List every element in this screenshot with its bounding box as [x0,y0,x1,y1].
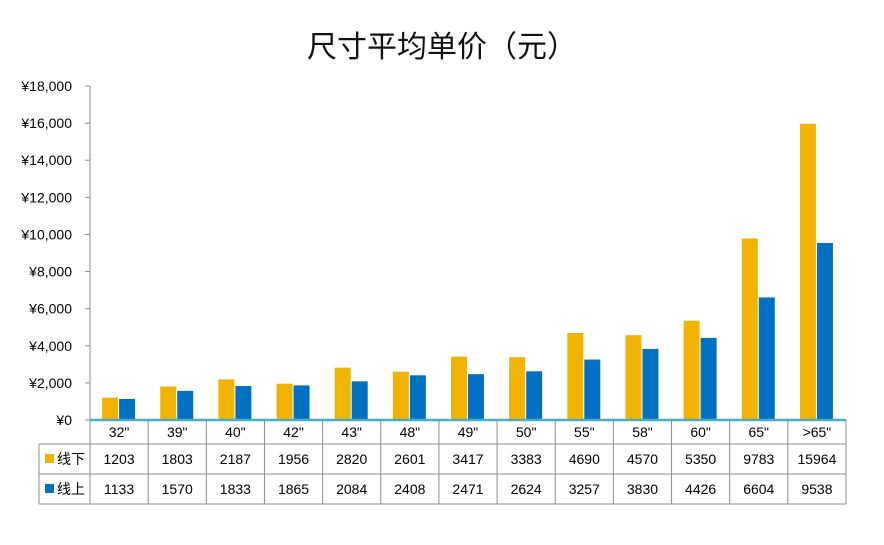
bar-offline [276,383,293,420]
y-tick-label: ¥10,000 [20,226,72,242]
bar-offline [451,356,467,420]
y-tick-label: ¥4,000 [28,338,72,354]
bar-offline [567,332,584,420]
bar-online [351,381,368,420]
table-cell-value: 1203 [103,451,134,467]
table-cell-value: 1833 [220,481,251,497]
bar-offline [218,379,235,420]
table-cell-value: 1865 [278,481,309,497]
chart-title: 尺寸平均单价（元） [307,30,577,65]
y-tick-label: ¥16,000 [20,115,72,131]
table-cell-value: 2624 [511,481,542,497]
table-cell-value: 6604 [743,481,774,497]
bar-online [235,385,252,420]
legend-label-online: 线上 [57,482,85,498]
x-category-label: 48" [400,424,421,440]
table-cell-value: 1133 [104,481,134,497]
x-category-label: 39" [167,424,188,440]
bar-offline [509,357,526,420]
y-tick-label: ¥0 [55,412,72,428]
y-tick-label: ¥18,000 [20,78,72,94]
bar-online [177,390,194,420]
x-category-label: 32" [109,424,130,440]
table-cell-value: 3417 [452,451,483,467]
bar-online [642,348,659,420]
x-category-label: 43" [341,424,362,440]
y-tick-label: ¥14,000 [20,152,72,168]
x-category-label: 50" [516,424,537,440]
table-cell-value: 3383 [511,451,542,467]
table-cell-value: 4426 [685,481,716,497]
x-category-label: 60" [690,424,711,440]
table-cell-value: 2820 [336,451,367,467]
legend-swatch-offline [45,454,54,463]
table-cell-value: 4690 [569,451,600,467]
y-tick-label: ¥8,000 [28,264,72,280]
x-category-label: 40" [225,424,246,440]
table-cell-value: 2187 [220,451,251,467]
bar-online [816,243,833,420]
x-category-label: >65" [803,424,832,440]
table-cell-value: 3257 [569,481,600,497]
bar-offline [799,123,816,420]
table-cell-value: 2471 [452,481,483,497]
bar-online [293,385,310,420]
table-cell-value: 4570 [627,451,658,467]
table-cell-value: 2408 [394,481,425,497]
table-cell-value: 5350 [685,451,716,467]
bar-offline [625,335,642,420]
bar-offline [683,320,700,420]
bar-offline [392,371,409,420]
legend-label-offline: 线下 [57,452,85,468]
table-cell-value: 9783 [743,451,774,467]
bar-online [409,375,426,420]
y-tick-label: ¥6,000 [28,301,72,317]
bar-online [584,359,601,420]
x-category-label: 49" [458,424,479,440]
bar-online [468,374,484,420]
table-cell-value: 1956 [278,451,309,467]
bar-offline [160,386,177,420]
bar-offline [102,397,119,420]
bar-offline [334,367,351,420]
x-category-label: 42" [283,424,304,440]
y-tick-label: ¥12,000 [20,189,72,205]
bar-online [526,371,543,420]
bar-online [119,398,136,420]
bar-offline [741,238,758,420]
table-cell-value: 15964 [797,451,836,467]
table-cell-value: 9538 [801,481,832,497]
table-cell-value: 3830 [627,481,658,497]
table-cell-value: 1803 [162,451,193,467]
legend-swatch-online [45,484,54,493]
table-cell-value: 2601 [394,451,425,467]
x-category-label: 55" [574,424,595,440]
x-category-label: 65" [748,424,769,440]
bar-online [700,337,717,420]
bar-online [758,297,775,420]
table-cell-value: 2084 [336,481,367,497]
x-category-label: 58" [632,424,653,440]
table-cell-value: 1570 [162,481,193,497]
y-tick-label: ¥2,000 [28,375,72,391]
